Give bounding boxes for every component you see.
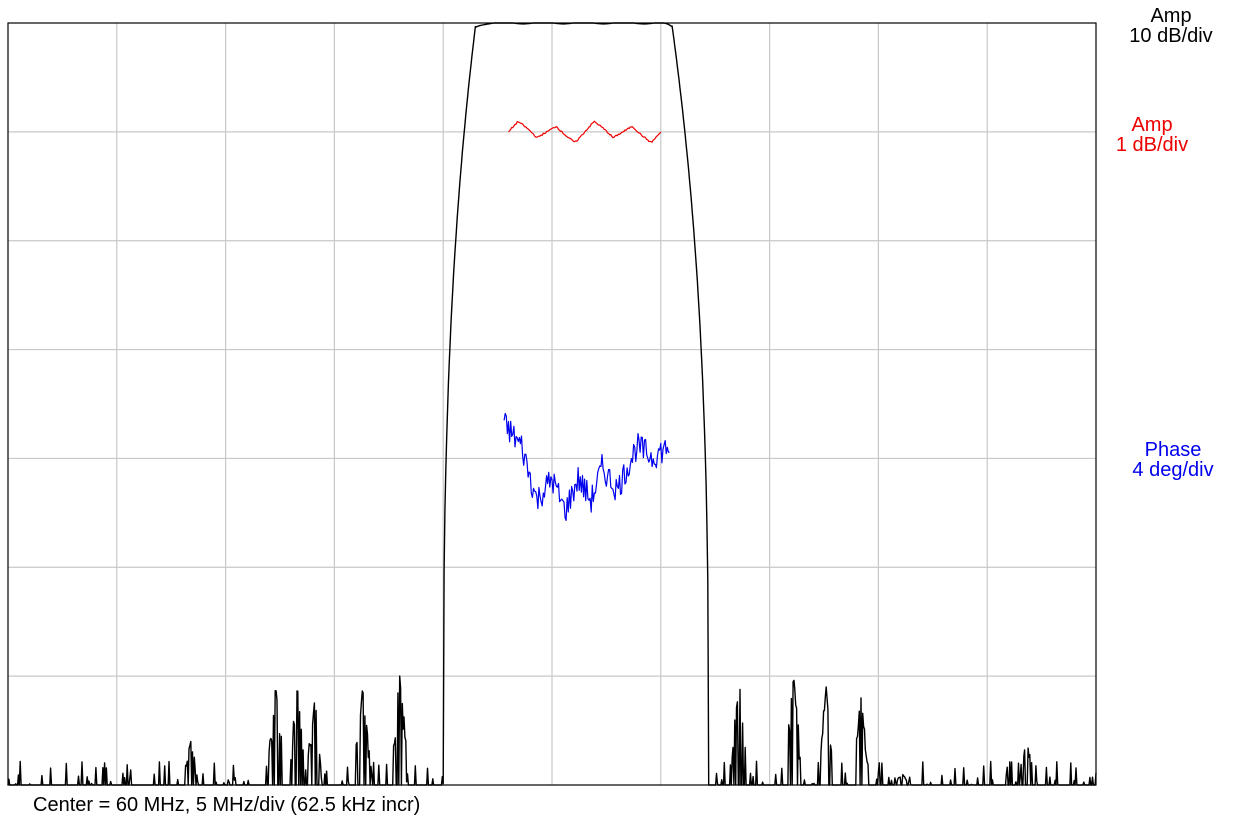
amp-fine-label: Amp 1 dB/div: [1112, 115, 1192, 155]
amp-fine-title: Amp: [1131, 114, 1173, 136]
chart-grid: [8, 23, 1096, 785]
phase-label: Phase 4 deg/div: [1108, 440, 1238, 480]
phase-title: Phase: [1144, 439, 1202, 461]
phase-trace: [503, 412, 670, 521]
amp-coarse-label: Amp 10 dB/div: [1112, 6, 1230, 46]
phase-scale: 4 deg/div: [1132, 459, 1214, 481]
amp-coarse-title: Amp: [1150, 5, 1192, 27]
amp-fine-scale: 1 dB/div: [1115, 134, 1189, 156]
amp-fine-ripple-trace: [508, 120, 662, 143]
x-axis-caption: Center = 60 MHz, 5 MHz/div (62.5 kHz inc…: [33, 794, 421, 816]
amp-coarse-scale: 10 dB/div: [1129, 25, 1213, 47]
plot-frame: [7, 22, 1097, 786]
